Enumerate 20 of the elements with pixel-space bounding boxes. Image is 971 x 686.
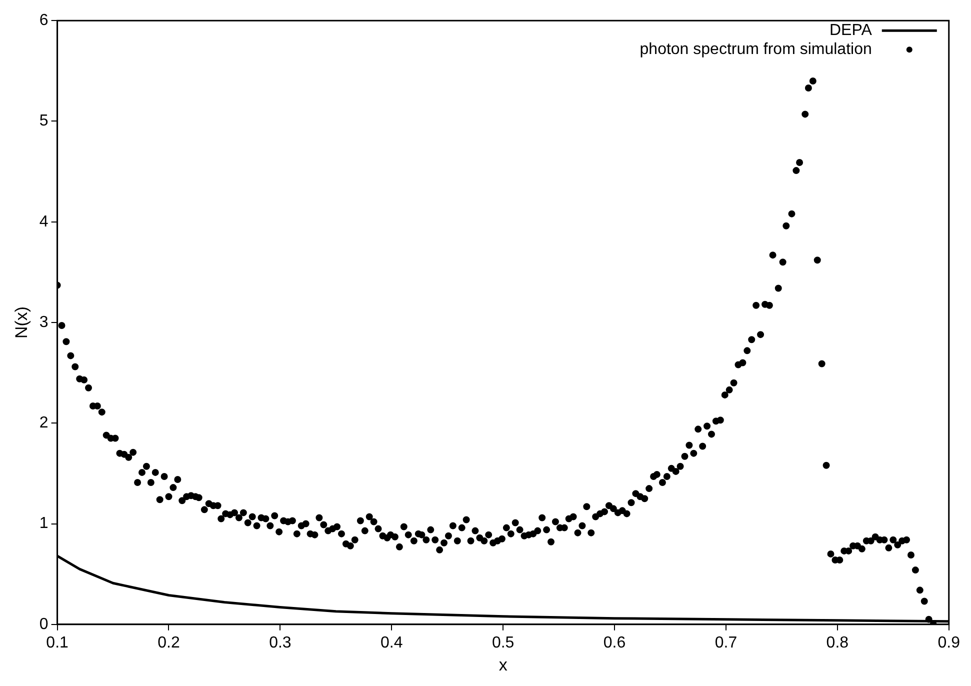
x-tick-label: 0.5 [492, 634, 514, 652]
y-tick-label: 1 [39, 515, 48, 532]
x-tick-label: 0.2 [158, 634, 180, 652]
y-tick-label: 3 [39, 314, 48, 331]
x-tick-label: 0.1 [46, 634, 69, 652]
y-tick-label: 0 [39, 616, 48, 633]
legend-label: photon spectrum from simulation [640, 41, 872, 58]
y-tick-label: 5 [39, 112, 48, 130]
x-tick-label: 0.9 [938, 634, 960, 652]
x-tick-label: 0.7 [714, 634, 738, 652]
x-tick-label: 0.4 [380, 634, 403, 652]
y-tick-label: 4 [39, 213, 48, 230]
x-tick-label: 0.6 [603, 634, 626, 652]
x-tick-label: 0.3 [269, 634, 292, 652]
y-axis-title: N(x) [12, 306, 31, 339]
y-tick-label: 2 [39, 414, 48, 432]
legend-label: DEPA [829, 22, 872, 40]
x-tick-label: 0.8 [826, 634, 849, 652]
y-tick-label: 6 [39, 12, 48, 30]
x-axis-title: x [498, 655, 508, 674]
